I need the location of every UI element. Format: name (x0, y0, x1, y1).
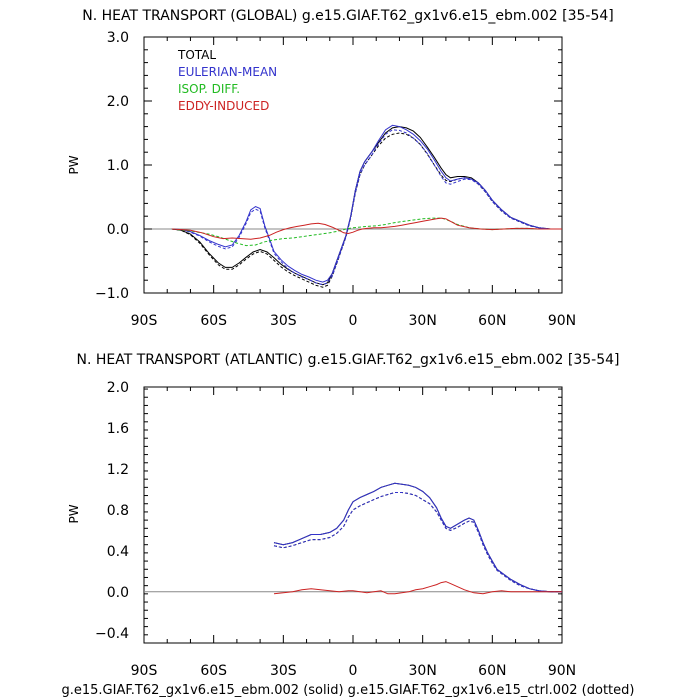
atlantic-ytick-label: 2.0 (107, 380, 129, 396)
atlantic-series-total-ctrl (273, 492, 562, 593)
atlantic-xtick-label: 90N (548, 663, 576, 679)
atlantic-series-eddy-induced (273, 581, 562, 595)
legend-eddy-induced: EDDY-INDUCED (178, 99, 269, 113)
global-ytick-label: −1.0 (95, 286, 129, 302)
atlantic-plot-area: −0.4 0.0 0.4 0.8 1.2 1.6 2.0 90S 60S 30S 0 30N 60N 90… (95, 380, 576, 679)
global-ytick-label: 0.0 (107, 222, 129, 238)
atlantic-ylabel: PW (67, 504, 81, 523)
global-xtick-label: 90N (548, 313, 576, 329)
global-series-isop-diff (171, 217, 562, 247)
atlantic-xtick-label: 60N (478, 663, 506, 679)
global-chart-title: N. HEAT TRANSPORT (GLOBAL) g.e15.GIAF.T6… (82, 8, 614, 24)
atlantic-ytick-label: 1.2 (107, 462, 129, 478)
atlantic-series-eulerian-mean (273, 482, 562, 593)
atlantic-xtick-label: 90S (131, 663, 158, 679)
atlantic-ytick-label: −0.4 (95, 626, 129, 642)
global-xtick-label: 0 (349, 313, 358, 329)
global-series-eulerian-mean (171, 124, 562, 283)
atlantic-ytick-label: 0.4 (107, 544, 129, 560)
atlantic-ytick-label: 1.6 (107, 421, 129, 437)
atlantic-xtick-label: 60S (200, 663, 227, 679)
global-xtick-label: 30N (409, 313, 437, 329)
global-series-eddy-induced (171, 217, 562, 240)
global-plot-area: −1.0 0.0 1.0 2.0 3.0 90S 60S 30S 0 30N 60N 90N (95, 30, 576, 329)
global-xtick-label: 60N (478, 313, 506, 329)
legend-eulerian-mean: EULERIAN-MEAN (178, 65, 277, 79)
global-ytick-label: 2.0 (107, 94, 129, 110)
global-ytick-label: 1.0 (107, 158, 129, 174)
global-series-total-ctrl (171, 132, 562, 288)
atlantic-xtick-label: 30S (270, 663, 297, 679)
global-xtick-label: 30S (270, 313, 297, 329)
atlantic-ytick-label: 0.0 (107, 585, 129, 601)
atlantic-xtick-label: 30N (409, 663, 437, 679)
global-series-total (171, 126, 562, 286)
global-ytick-label: 3.0 (107, 30, 129, 46)
global-xtick-label: 60S (200, 313, 227, 329)
atlantic-series-total (273, 482, 562, 593)
global-xtick-label: 90S (131, 313, 158, 329)
footer-caption: g.e15.GIAF.T62_gx1v6.e15_ebm.002 (solid)… (62, 683, 635, 698)
legend-total: TOTAL (177, 48, 216, 62)
global-ylabel: PW (67, 155, 81, 174)
atlantic-xtick-label: 0 (349, 663, 358, 679)
atlantic-series-eulerian-mean-ctrl (273, 492, 562, 593)
legend-isop-diff: ISOP. DIFF. (178, 82, 240, 96)
global-legend: TOTAL EULERIAN-MEAN ISOP. DIFF. EDDY-IND… (177, 48, 277, 113)
global-series-eulerian-mean-ctrl (171, 129, 562, 286)
atlantic-ytick-label: 0.8 (107, 503, 129, 519)
atlantic-frame (143, 386, 563, 644)
atlantic-chart-title: N. HEAT TRANSPORT (ATLANTIC) g.e15.GIAF.… (76, 352, 619, 368)
